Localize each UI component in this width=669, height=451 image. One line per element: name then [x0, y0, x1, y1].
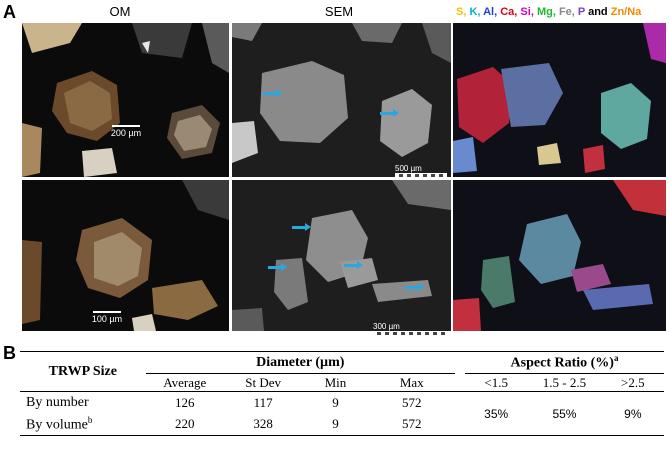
table-cell: 328	[253, 416, 273, 432]
om-image-bottom	[22, 180, 229, 331]
eds-map-bottom	[453, 180, 666, 331]
om-image-top	[22, 23, 229, 177]
particle-arrow	[344, 261, 363, 269]
col-aspect-gt-2-5: >2.5	[621, 374, 645, 390]
table-cell: 572	[402, 416, 422, 432]
panel-label-a: A	[3, 2, 16, 22]
scale-bar-om-bottom: 100 µm	[90, 311, 124, 324]
sem-image-top	[232, 23, 451, 177]
row-label-by-number: By number	[26, 394, 89, 410]
table-cell: 117	[253, 394, 273, 410]
legend-element: S,	[456, 6, 470, 18]
legend-element: Al,	[483, 6, 501, 18]
particle-arrow	[380, 109, 399, 117]
scale-bar-sem-bottom: 300 µm	[373, 322, 447, 336]
trwp-size-table: TRWP Size Diameter (µm) Aspect Ratio (%)…	[20, 351, 664, 436]
panel-label-b: B	[3, 343, 16, 363]
row-label-by-volume: By volumeb	[26, 414, 93, 433]
aspect-value-lt-1-5: 35%	[484, 406, 509, 421]
table-cell: 572	[402, 394, 422, 410]
legend-element: Mg,	[536, 6, 559, 18]
table-cell: 126	[175, 394, 195, 410]
scale-bar-om-top: 200 µm	[106, 125, 146, 138]
aspect-ratio-header: Aspect Ratio (%)a	[465, 351, 664, 374]
col-aspect-lt-1-5: <1.5	[484, 374, 508, 390]
particle-arrow	[405, 283, 424, 291]
col-st-dev: St Dev	[245, 374, 281, 390]
table-cell: 9	[332, 394, 339, 410]
col-average: Average	[163, 374, 207, 390]
table-cell: 9	[332, 416, 339, 432]
eds-map-top	[453, 23, 666, 177]
col-max: Max	[399, 374, 424, 390]
sem-image-bottom	[232, 180, 451, 331]
aspect-value-gt-2-5: 9%	[624, 406, 642, 421]
particle-arrow	[292, 223, 311, 231]
element-color-legend: S, K, Al, Ca, Si, Mg, Fe, P and Zn/Na	[456, 6, 641, 18]
legend-element: and	[588, 6, 611, 18]
legend-element: Ca,	[500, 6, 521, 18]
legend-element: K,	[469, 6, 484, 18]
legend-element: P	[577, 6, 589, 18]
table-cell: 220	[175, 416, 195, 432]
aspect-value-1-5-2-5: 55%	[552, 406, 577, 421]
legend-element: Si,	[520, 6, 537, 18]
column-title-om: OM	[109, 4, 131, 19]
particle-arrow	[268, 263, 287, 271]
col-min: Min	[324, 374, 347, 390]
diameter-header: Diameter (µm)	[145, 351, 455, 374]
particle-arrow	[263, 89, 282, 97]
legend-element: Fe,	[558, 6, 578, 18]
column-title-sem: SEM	[324, 4, 354, 19]
scale-bar-sem-top: 500 µm	[395, 164, 447, 178]
col-aspect-1-5-2-5: 1.5 - 2.5	[542, 374, 587, 390]
row-header-trwp-size: TRWP Size	[48, 363, 117, 379]
legend-element: Zn/Na	[610, 6, 642, 18]
